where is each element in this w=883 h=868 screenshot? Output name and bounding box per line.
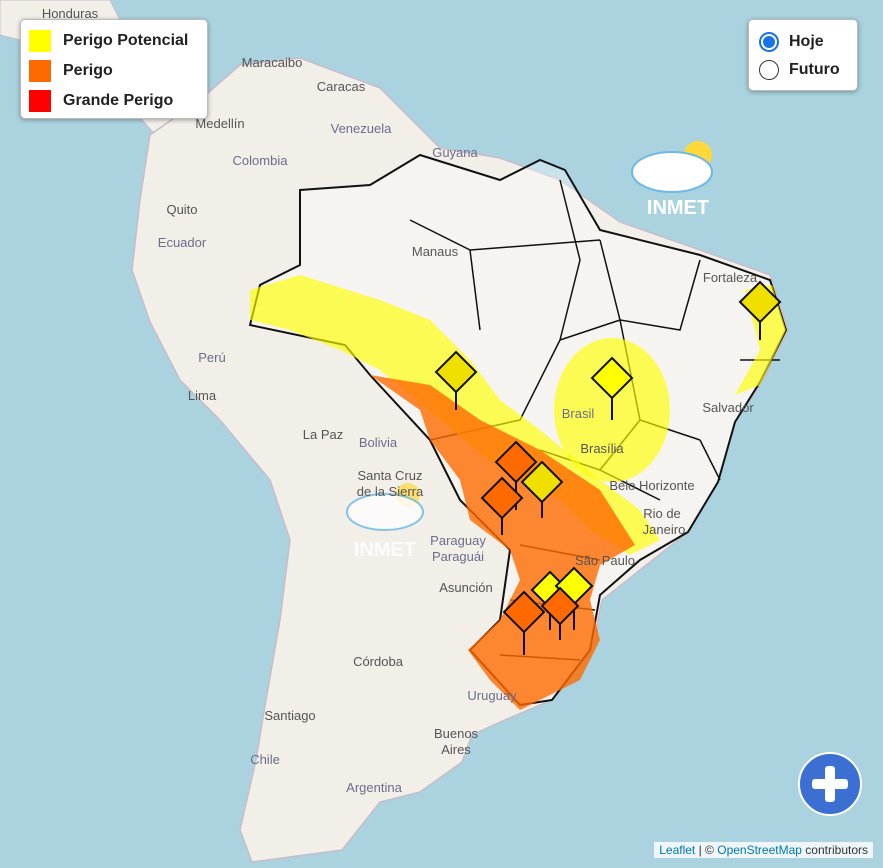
alert-area-orange (370, 375, 635, 710)
add-button[interactable] (798, 752, 862, 816)
legend: Perigo Potencial Perigo Grande Perigo (20, 19, 208, 119)
country-label: Paraguái (432, 549, 484, 564)
place-label: Fortaleza (703, 270, 758, 285)
alert-icons (434, 280, 782, 655)
country-label: Colombia (233, 153, 289, 168)
radio-button[interactable] (759, 60, 779, 80)
place-label: São Paulo (575, 553, 635, 568)
place-label: Rio de (643, 506, 681, 521)
country-label: Venezuela (331, 121, 392, 136)
country-label: Brasil (562, 406, 595, 421)
legend-swatch (29, 90, 51, 112)
period-selector: Hoje Futuro (748, 19, 858, 91)
radio-option[interactable]: Futuro (759, 56, 857, 84)
place-label: Belo Horizonte (609, 478, 694, 493)
country-label: Uruguay (467, 688, 517, 703)
place-label: Quito (166, 202, 197, 217)
attribution-separator: | © (698, 843, 714, 857)
inmet-logo: INMET INMET (346, 141, 713, 561)
leaflet-link[interactable]: Leaflet (659, 843, 696, 857)
map-labels: Honduras Maracaibo Caracas Medellín Vene… (42, 6, 758, 795)
place-label: Maracaibo (242, 55, 303, 70)
place-label: Córdoba (353, 654, 404, 669)
country-label: Paraguay (430, 533, 486, 548)
place-label: Brasília (580, 441, 624, 456)
country-label: Ecuador (158, 235, 207, 250)
place-label: Buenos (434, 726, 479, 741)
country-label: Guyana (432, 145, 478, 160)
legend-swatch (29, 30, 51, 52)
place-label: La Paz (303, 427, 343, 442)
place-label: Asunción (439, 580, 492, 595)
legend-swatch (29, 60, 51, 82)
country-label: Argentina (346, 780, 402, 795)
radio-button[interactable] (759, 32, 779, 52)
legend-label: Perigo Potencial (63, 32, 189, 49)
place-label: Santa Cruz (357, 468, 422, 483)
watermark: INMET (647, 197, 709, 219)
place-label: Janeiro (643, 522, 686, 537)
place-label: Manaus (412, 244, 459, 259)
place-label: Honduras (42, 6, 99, 21)
legend-item: Perigo (29, 56, 207, 86)
attribution: Leaflet | © OpenStreetMap contributors (654, 842, 873, 858)
attribution-text: contributors (805, 843, 868, 857)
legend-label: Grande Perigo (63, 92, 174, 109)
place-label: Medellín (195, 116, 244, 131)
radio-label[interactable]: Futuro (789, 61, 840, 78)
radio-label[interactable]: Hoje (789, 33, 824, 50)
legend-label: Perigo (63, 62, 113, 79)
place-label: Caracas (317, 79, 366, 94)
legend-item: Grande Perigo (29, 86, 207, 116)
osm-link[interactable]: OpenStreetMap (717, 843, 802, 857)
watermark: INMET (354, 539, 416, 561)
place-label: Lima (188, 388, 217, 403)
country-label: Bolivia (359, 435, 398, 450)
place-label: de la Sierra (357, 484, 424, 499)
legend-item: Perigo Potencial (29, 26, 207, 56)
place-label: Salvador (702, 400, 754, 415)
country-label: Perú (198, 350, 225, 365)
place-label: Aires (441, 742, 471, 757)
radio-option[interactable]: Hoje (759, 28, 857, 56)
place-label: Santiago (264, 708, 315, 723)
country-label: Chile (250, 752, 280, 767)
